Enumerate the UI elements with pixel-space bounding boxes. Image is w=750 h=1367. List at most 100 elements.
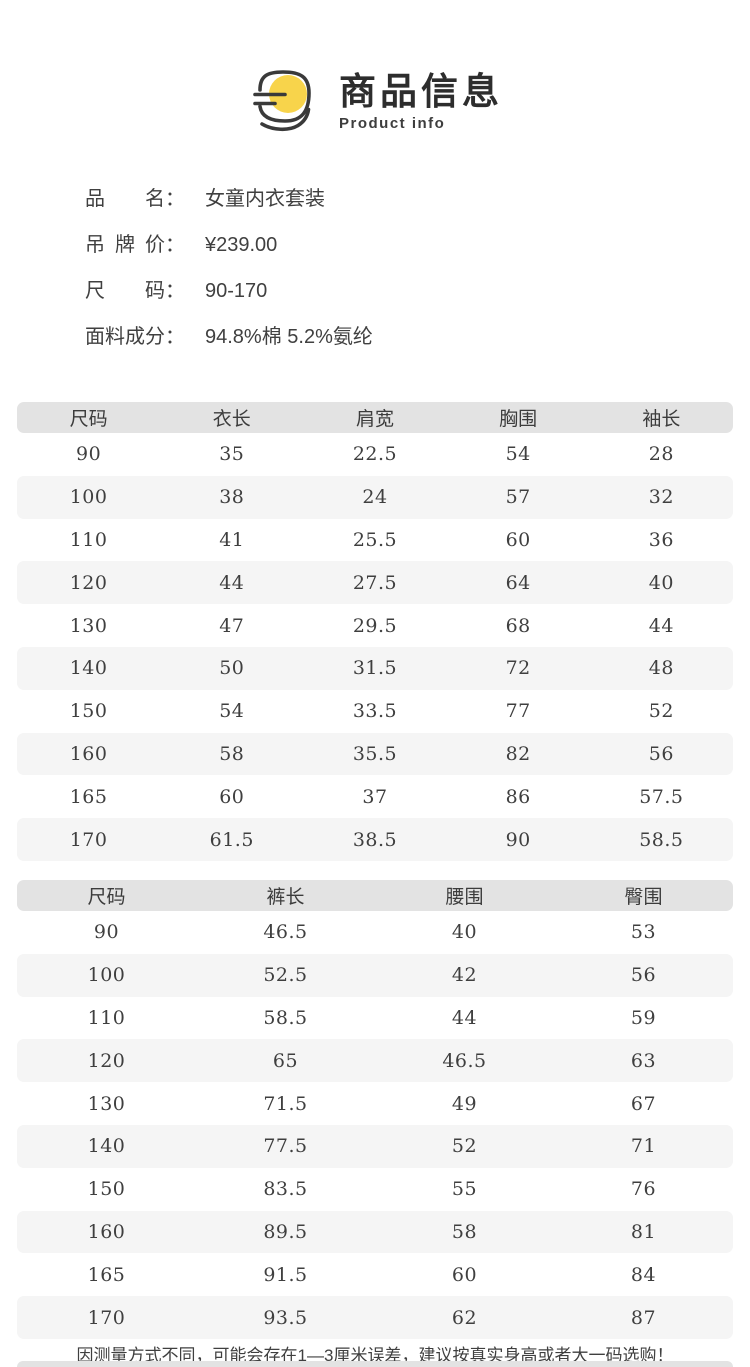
table-cell: 165 bbox=[87, 1263, 126, 1286]
table-row: 140 77.5 52 71 bbox=[17, 1124, 733, 1168]
table-cell: 36 bbox=[648, 528, 674, 551]
table-cell: 170 bbox=[17, 818, 161, 861]
column-header: 胸围 bbox=[446, 402, 590, 433]
table-cell: 84 bbox=[630, 1263, 657, 1286]
table-cell: 77 bbox=[505, 700, 531, 723]
table-row: 140 50 31.5 72 48 bbox=[17, 646, 733, 690]
page-subtitle: Product info bbox=[339, 115, 446, 133]
bottom-size-chart: 尺码 裤长 腰围 臀围 90 46.5 40 53 100 52.5 42 56 110 58.5 44 5… bbox=[17, 879, 733, 1339]
column-header: 腰围 bbox=[375, 879, 554, 911]
table-cell: 53 bbox=[630, 921, 657, 944]
table-cell: 54 bbox=[505, 443, 531, 466]
table-cell: 60 bbox=[219, 785, 245, 808]
header-row: 尺码 裤长 腰围 臀围 bbox=[17, 879, 733, 911]
column-header: 裤长 bbox=[196, 879, 375, 911]
header-row: 尺码 衣长 肩宽 胸围 袖长 bbox=[17, 402, 733, 433]
table-cell: 22.5 bbox=[352, 443, 398, 466]
table-cell: 41 bbox=[219, 528, 245, 551]
table-cell: 38 bbox=[160, 475, 304, 519]
table-row: 120 65 46.5 63 bbox=[17, 1039, 733, 1083]
table-cell: 62 bbox=[375, 1296, 554, 1339]
table-row: 130 47 29.5 68 44 bbox=[17, 604, 733, 647]
table-cell: 90 bbox=[446, 818, 590, 861]
table-cell: 120 bbox=[17, 561, 161, 605]
table-cell: 40 bbox=[451, 921, 478, 944]
table-cell: 61.5 bbox=[160, 818, 304, 861]
product-fields: 品名： 女童内衣套装 吊牌价： ¥239.00 尺码： 90-170 面料成分： 94.… bbox=[85, 186, 750, 350]
field-colon: ： bbox=[165, 234, 185, 256]
page-title: 商品信息 bbox=[339, 70, 503, 112]
table-cell: 37 bbox=[362, 785, 388, 808]
field-label: 吊牌价 bbox=[85, 234, 165, 256]
table-cell: 44 bbox=[648, 614, 674, 637]
table-cell: 150 bbox=[69, 700, 108, 723]
table-cell: 90 bbox=[76, 443, 102, 466]
table-cell: 58.5 bbox=[263, 1006, 308, 1029]
table-row: 150 83.5 55 76 bbox=[17, 1168, 733, 1211]
table-cell: 55 bbox=[451, 1178, 478, 1201]
table-row: 170 61.5 38.5 90 58.5 bbox=[17, 818, 733, 861]
table-cell: 56 bbox=[554, 953, 733, 997]
table-cell: 57.5 bbox=[639, 785, 684, 808]
table-cell: 50 bbox=[160, 646, 304, 690]
table-row: 160 58 35.5 82 56 bbox=[17, 732, 733, 776]
field-label: 尺码 bbox=[85, 280, 165, 302]
table-cell: 46.5 bbox=[375, 1039, 554, 1083]
table-cell: 46.5 bbox=[263, 921, 308, 944]
next-section-edge bbox=[17, 1361, 733, 1367]
field-colon: ： bbox=[165, 280, 185, 302]
table-cell: 27.5 bbox=[303, 561, 447, 605]
table-cell: 89.5 bbox=[196, 1210, 375, 1254]
header-text: 商品信息 Product info bbox=[339, 70, 503, 133]
table-row: 130 71.5 49 67 bbox=[17, 1082, 733, 1125]
measurement-note: 因测量方式不同，可能会存在1—3厘米误差，建议按真实身高或者大一码选购！ bbox=[76, 1345, 674, 1365]
table-row: 165 60 37 86 57.5 bbox=[17, 775, 733, 818]
table-cell: 54 bbox=[219, 700, 245, 723]
table-cell: 32 bbox=[589, 475, 733, 519]
table-cell: 77.5 bbox=[196, 1124, 375, 1168]
table-row: 90 35 22.5 54 28 bbox=[17, 433, 733, 476]
table-cell: 49 bbox=[451, 1092, 478, 1115]
table-cell: 87 bbox=[554, 1296, 733, 1339]
table-cell: 82 bbox=[446, 732, 590, 776]
table-cell: 52 bbox=[648, 700, 674, 723]
table-row: 120 44 27.5 64 40 bbox=[17, 561, 733, 605]
table-cell: 42 bbox=[375, 953, 554, 997]
field-label: 面料成分 bbox=[85, 326, 165, 348]
page-header: 商品信息 Product info bbox=[0, 0, 750, 140]
table-row: 90 46.5 40 53 bbox=[17, 911, 733, 954]
field-value: 女童内衣套装 bbox=[205, 188, 325, 210]
table-cell: 59 bbox=[630, 1006, 657, 1029]
column-header: 袖长 bbox=[589, 402, 733, 433]
table-cell: 65 bbox=[196, 1039, 375, 1083]
table-cell: 91.5 bbox=[263, 1263, 308, 1286]
table-cell: 76 bbox=[630, 1178, 657, 1201]
table-cell: 35.5 bbox=[303, 732, 447, 776]
table-cell: 165 bbox=[69, 785, 108, 808]
table-cell: 31.5 bbox=[303, 646, 447, 690]
table-cell: 67 bbox=[630, 1092, 657, 1115]
table-cell: 140 bbox=[17, 646, 161, 690]
table-cell: 100 bbox=[17, 953, 196, 997]
top-size-chart: 尺码 衣长 肩宽 胸围 袖长 90 35 22.5 54 28 100 38 24 57 32 110 41 2… bbox=[17, 402, 733, 861]
field-colon: ： bbox=[165, 188, 185, 210]
table-cell: 72 bbox=[446, 646, 590, 690]
table-row: 160 89.5 58 81 bbox=[17, 1210, 733, 1254]
table-cell: 64 bbox=[446, 561, 590, 605]
table-cell: 25.5 bbox=[352, 528, 398, 551]
column-header: 尺码 bbox=[17, 879, 196, 911]
table-cell: 83.5 bbox=[263, 1178, 308, 1201]
table-cell: 52.5 bbox=[196, 953, 375, 997]
table-cell: 81 bbox=[554, 1210, 733, 1254]
table-cell: 38.5 bbox=[303, 818, 447, 861]
table-cell: 40 bbox=[589, 561, 733, 605]
table-cell: 44 bbox=[160, 561, 304, 605]
table-cell: 140 bbox=[17, 1124, 196, 1168]
field-colon: ： bbox=[165, 326, 185, 348]
table-cell: 71.5 bbox=[263, 1092, 308, 1115]
field-value: ¥239.00 bbox=[205, 234, 278, 256]
table-cell: 47 bbox=[219, 614, 245, 637]
column-header: 衣长 bbox=[160, 402, 304, 433]
table-cell: 90 bbox=[93, 921, 120, 944]
